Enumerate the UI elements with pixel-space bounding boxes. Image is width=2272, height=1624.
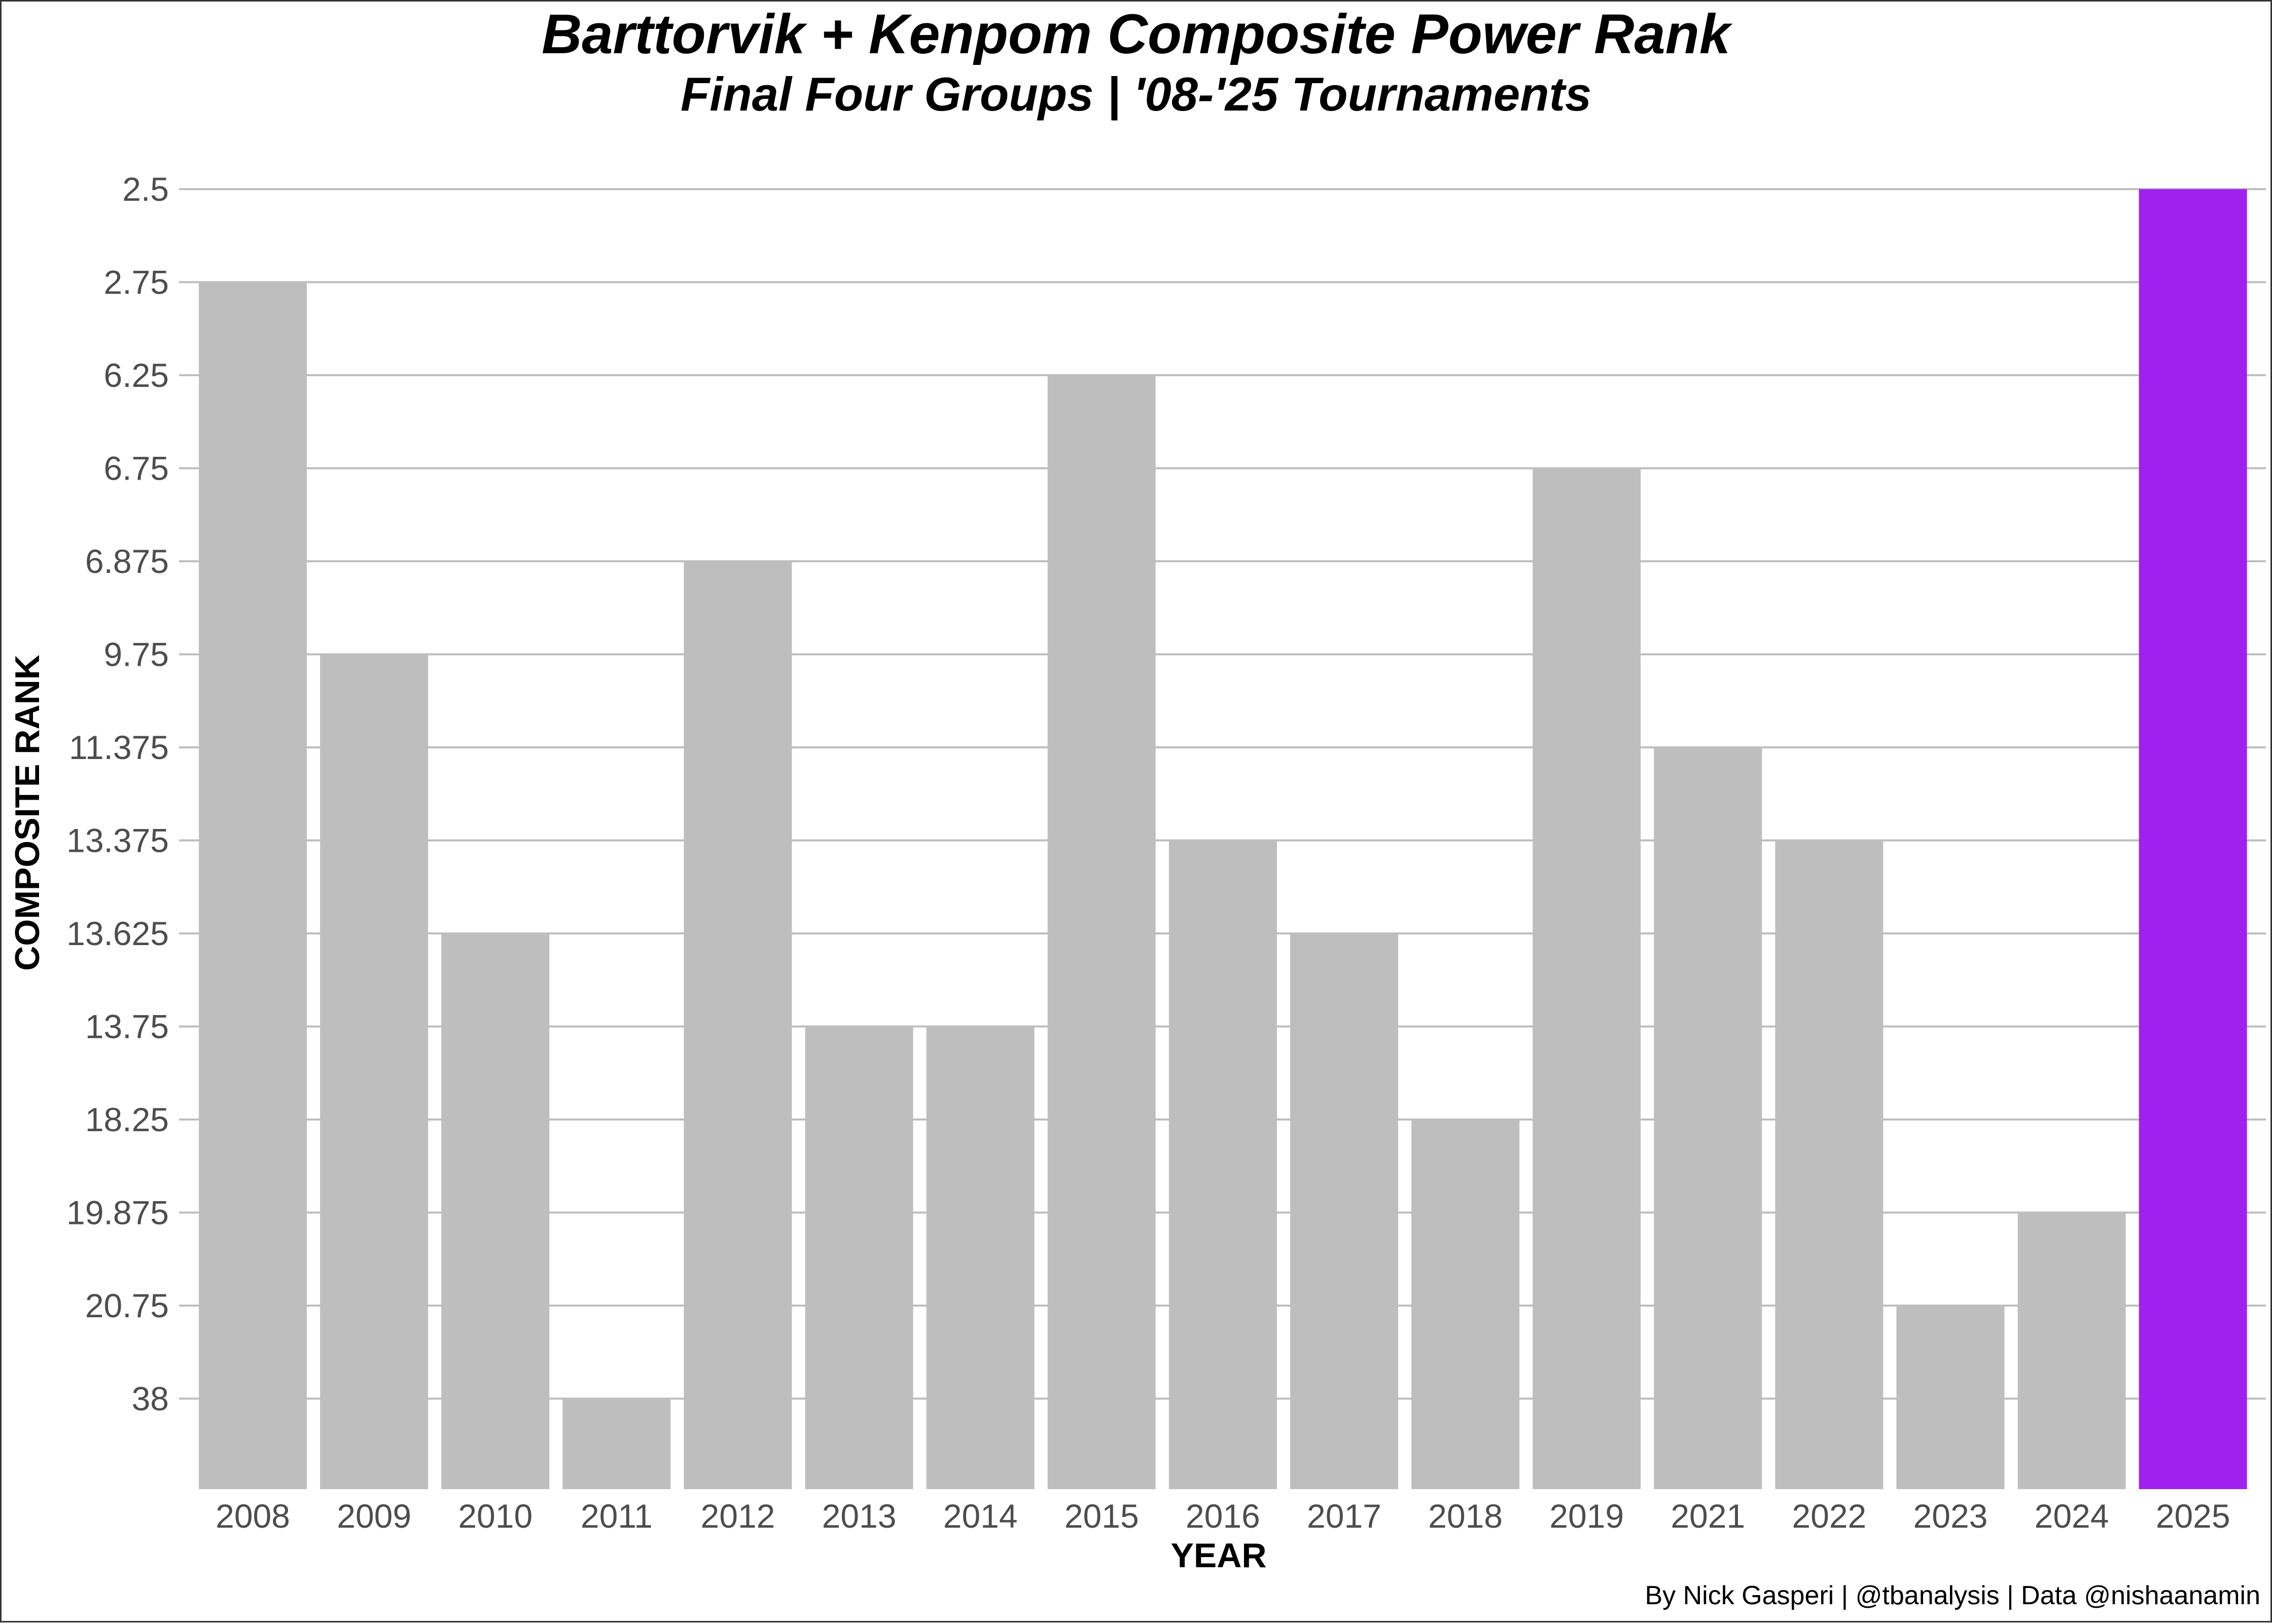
bar-2016 — [1168, 840, 1277, 1489]
x-tick-label: 2021 — [1671, 1497, 1745, 1535]
chart-subtitle: Final Four Groups | '08-'25 Tournaments — [680, 67, 1592, 121]
bar-2015 — [1047, 375, 1156, 1489]
bar-2021 — [1654, 747, 1762, 1489]
y-tick-label: 13.75 — [85, 1008, 169, 1045]
y-tick-label: 38 — [132, 1380, 169, 1418]
x-axis-title: YEAR — [1171, 1536, 1267, 1575]
bar-2009 — [320, 654, 429, 1489]
bar-2010 — [441, 933, 550, 1489]
y-tick-label: 6.25 — [104, 356, 169, 394]
x-tick-label: 2014 — [943, 1497, 1018, 1535]
x-tick-label: 2013 — [822, 1497, 897, 1535]
y-axis-title: COMPOSITE RANK — [8, 655, 47, 970]
bar-2024 — [2017, 1212, 2126, 1489]
bar-2008 — [199, 282, 307, 1489]
x-tick-label: 2009 — [337, 1497, 411, 1535]
bars — [199, 189, 2247, 1489]
bar-2025 — [2139, 189, 2247, 1489]
y-tick-label: 11.375 — [69, 729, 169, 766]
x-tick-label: 2018 — [1428, 1497, 1503, 1535]
bar-2012 — [684, 561, 792, 1489]
bar-2011 — [562, 1398, 671, 1489]
y-tick-label: 20.75 — [85, 1287, 169, 1324]
bar-2017 — [1290, 933, 1398, 1489]
y-tick-label: 2.5 — [122, 170, 169, 208]
x-tick-label: 2023 — [1913, 1497, 1988, 1535]
x-tick-labels: 2008 2009 2010 2011 2012 2013 2014 2015 2016 2017… — [216, 1497, 2230, 1535]
y-tick-label: 18.25 — [85, 1101, 169, 1138]
chart-caption: By Nick Gasperi | @tbanalysis | Data @ni… — [1645, 1581, 2260, 1610]
bar-2022 — [1775, 840, 1884, 1489]
bar-2014 — [926, 1026, 1035, 1489]
y-tick-label: 13.375 — [66, 822, 169, 859]
x-tick-label: 2022 — [1792, 1497, 1866, 1535]
bar-2019 — [1533, 468, 1641, 1489]
y-tick-label: 6.875 — [85, 543, 169, 580]
bar-2018 — [1411, 1120, 1520, 1489]
x-tick-label: 2008 — [216, 1497, 290, 1535]
y-tick-label: 9.75 — [104, 636, 169, 673]
y-tick-label: 2.75 — [104, 264, 169, 301]
x-tick-label: 2025 — [2156, 1497, 2230, 1535]
x-tick-label: 2016 — [1186, 1497, 1260, 1535]
chart-title: Barttorvik + Kenpom Composite Power Rank — [541, 3, 1731, 65]
bar-2013 — [805, 1026, 913, 1489]
x-tick-label: 2024 — [2035, 1497, 2109, 1535]
x-tick-label: 2012 — [701, 1497, 775, 1535]
x-tick-label: 2011 — [581, 1497, 653, 1535]
x-tick-label: 2015 — [1064, 1497, 1139, 1535]
bar-2023 — [1896, 1306, 2005, 1489]
x-tick-label: 2017 — [1307, 1497, 1381, 1535]
y-tick-label: 13.625 — [66, 915, 169, 952]
y-tick-label: 19.875 — [66, 1194, 169, 1232]
x-tick-label: 2010 — [458, 1497, 532, 1535]
y-tick-labels: 2.5 2.75 6.25 6.75 6.875 9.75 11.375 13.375 13.6… — [66, 170, 169, 1418]
x-tick-label: 2019 — [1549, 1497, 1624, 1535]
y-tick-label: 6.75 — [104, 450, 169, 487]
